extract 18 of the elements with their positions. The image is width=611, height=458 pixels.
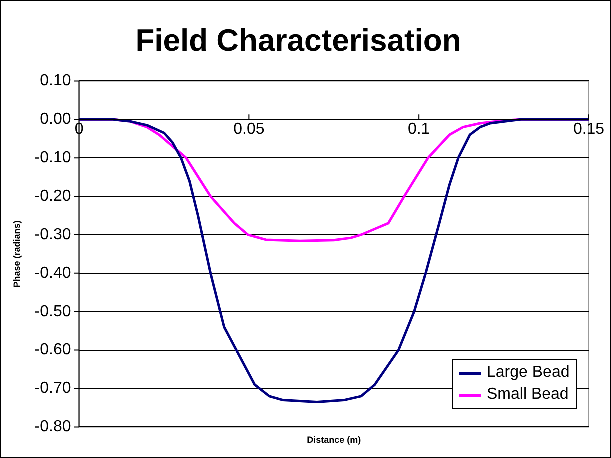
- legend-label: Small Bead: [487, 385, 569, 406]
- x-axis-title: Distance (m): [307, 435, 362, 446]
- x-tick-label: 0.15: [573, 121, 605, 138]
- y-tick-label: -0.20: [34, 188, 72, 205]
- y-tick-label: -0.80: [34, 418, 72, 436]
- y-tick-label: 0.00: [40, 111, 72, 128]
- y-tick-label: -0.60: [34, 342, 72, 359]
- x-tick-label: 0.05: [234, 121, 265, 138]
- y-tick-label: -0.10: [34, 149, 72, 166]
- y-tick-label: 0.10: [40, 72, 72, 90]
- y-tick-label: -0.50: [34, 303, 72, 320]
- chart-title: Field Characterisation: [136, 23, 462, 58]
- y-tick-label: -0.30: [34, 226, 72, 244]
- x-tick-label: 0.1: [408, 121, 430, 138]
- y-tick-label: -0.40: [34, 264, 72, 282]
- y-tick-label: -0.70: [34, 380, 72, 398]
- legend-label: Large Bead: [487, 363, 570, 384]
- y-axis-title: Phase (radians): [12, 220, 22, 288]
